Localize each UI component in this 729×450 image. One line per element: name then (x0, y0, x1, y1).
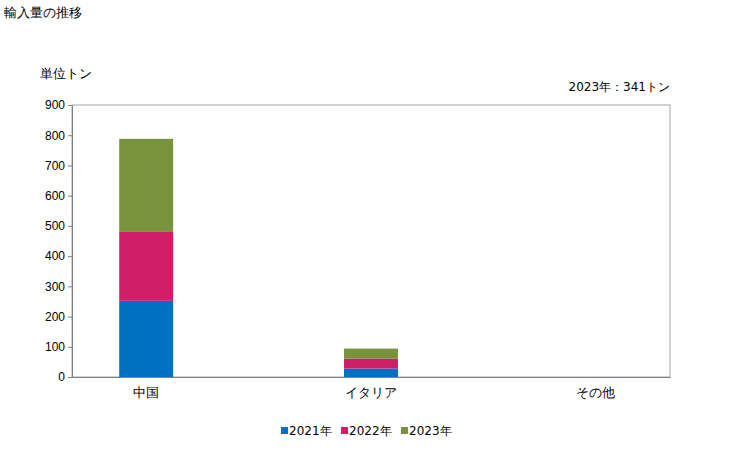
y-tick: 900 (45, 98, 72, 112)
y-axis: 0 100 200 300 400 500 600 700 800 900 (45, 98, 73, 384)
y-tick: 300 (45, 280, 72, 294)
bar (344, 359, 398, 369)
x-tick: イタリア (345, 377, 397, 400)
y-tick-mark (68, 377, 72, 378)
legend-label: 2022年 (349, 424, 392, 438)
y-tick-label: 200 (45, 310, 65, 324)
legend-swatch (281, 427, 288, 434)
y-tick-mark (68, 105, 72, 106)
bar (119, 139, 173, 232)
y-tick-label: 800 (45, 129, 65, 143)
bar (119, 301, 173, 377)
y-tick-mark (68, 226, 72, 227)
y-tick: 600 (45, 189, 72, 203)
y-tick-mark (68, 256, 72, 257)
title: 輸入量の推移 (4, 5, 82, 20)
bar (344, 349, 398, 359)
y-tick-label: 0 (58, 370, 65, 384)
y-tick-label: 300 (45, 280, 65, 294)
y-tick-label: 100 (45, 340, 65, 354)
x-tick-label: その他 (576, 385, 615, 400)
y-tick-label: 400 (45, 249, 65, 263)
y-label: 単位トン (40, 66, 92, 81)
y-tick-mark (68, 317, 72, 318)
annotation: 2023年：341トン (569, 80, 670, 94)
bar (119, 232, 173, 301)
y-tick: 200 (45, 310, 72, 324)
y-tick: 700 (45, 159, 72, 173)
y-tick-label: 900 (45, 98, 65, 112)
bar (344, 369, 398, 377)
y-tick-label: 700 (45, 159, 65, 173)
y-tick-mark (68, 196, 72, 197)
x-axis-line (73, 377, 671, 378)
x-tick-label: 中国 (133, 385, 159, 400)
chart: 0 100 200 300 400 500 600 700 800 900 中国 イタリア その他 輸入量… (0, 0, 729, 450)
x-tick: その他 (576, 377, 615, 400)
y-tick-mark (68, 286, 72, 287)
bar (569, 377, 623, 378)
y-tick: 500 (45, 219, 72, 233)
y-tick: 100 (45, 340, 72, 354)
y-axis-line (68, 106, 73, 378)
x-tick: 中国 (133, 377, 159, 400)
bar (569, 377, 623, 378)
legend-swatch (341, 427, 348, 434)
y-tick: 0 (58, 370, 72, 384)
legend-label: 2021年 (289, 424, 332, 438)
y-tick-label: 600 (45, 189, 65, 203)
x-axis: 中国 イタリア その他 (73, 377, 671, 400)
x-tick-label: イタリア (345, 385, 397, 400)
y-tick: 800 (45, 129, 72, 143)
legend-swatch (401, 427, 408, 434)
y-tick-mark (68, 347, 72, 348)
y-tick: 400 (45, 249, 72, 263)
legend: 2021年 2022年 2023年 (281, 424, 452, 438)
y-tick-mark (68, 165, 72, 166)
bars (119, 139, 398, 377)
bar (569, 377, 623, 378)
plot-frame (72, 105, 670, 377)
y-tick-label: 500 (45, 219, 65, 233)
y-tick-mark (68, 135, 72, 136)
legend-label: 2023年 (409, 424, 452, 438)
